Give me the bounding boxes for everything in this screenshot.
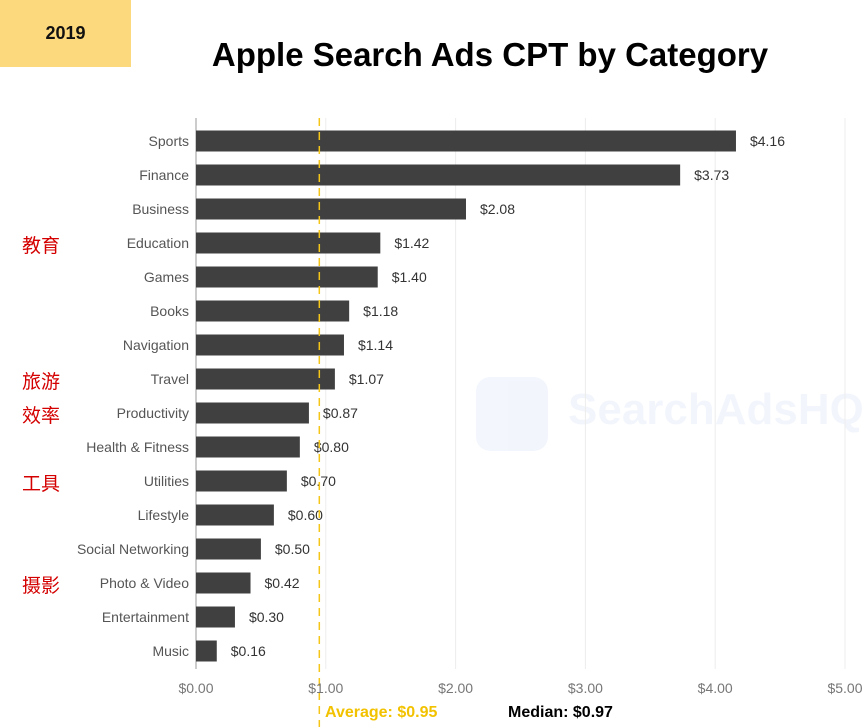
value-label: $1.14	[358, 337, 393, 353]
bar	[196, 641, 217, 662]
category-label: Social Networking	[77, 541, 189, 557]
bar	[196, 301, 349, 322]
x-tick-label: $5.00	[827, 680, 862, 696]
average-label: Average: $0.95	[325, 704, 437, 722]
bar	[196, 267, 378, 288]
bar	[196, 573, 251, 594]
bar	[196, 607, 235, 628]
bar	[196, 403, 309, 424]
bar	[196, 471, 287, 492]
category-label: Entertainment	[102, 609, 189, 625]
category-label: Navigation	[123, 337, 189, 353]
category-label: Games	[144, 269, 189, 285]
value-label: $0.60	[288, 507, 323, 523]
bar	[196, 369, 335, 390]
value-label: $0.70	[301, 473, 336, 489]
category-label: Sports	[149, 133, 189, 149]
x-tick-label: $4.00	[698, 680, 733, 696]
bar	[196, 131, 736, 152]
bar	[196, 199, 466, 220]
value-label: $1.42	[394, 235, 429, 251]
x-tick-label: $0.00	[178, 680, 213, 696]
value-label: $0.42	[265, 575, 300, 591]
value-label: $0.50	[275, 541, 310, 557]
bar	[196, 335, 344, 356]
value-label: $0.30	[249, 609, 284, 625]
bar	[196, 437, 300, 458]
x-tick-label: $1.00	[308, 680, 343, 696]
bar	[196, 165, 680, 186]
value-label: $0.16	[231, 643, 266, 659]
category-label: Productivity	[117, 405, 189, 421]
category-label: Business	[132, 201, 189, 217]
value-label: $2.08	[480, 201, 515, 217]
category-label: Photo & Video	[100, 575, 189, 591]
value-label: $4.16	[750, 133, 785, 149]
bar-chart: Sports $4.16 Finance $3.73 Business $2.08 Educ…	[0, 0, 864, 727]
value-label: $0.87	[323, 405, 358, 421]
value-label: $1.18	[363, 303, 398, 319]
category-label: Lifestyle	[138, 507, 190, 523]
x-tick-label: $3.00	[568, 680, 603, 696]
category-label: Finance	[139, 167, 189, 183]
category-label: Health & Fitness	[86, 439, 189, 455]
value-label: $1.07	[349, 371, 384, 387]
bar	[196, 539, 261, 560]
category-label: Travel	[151, 371, 189, 387]
category-label: Utilities	[144, 473, 189, 489]
category-label: Books	[150, 303, 189, 319]
bar	[196, 505, 274, 526]
median-label: Median: $0.97	[508, 704, 613, 722]
category-label: Music	[152, 643, 189, 659]
value-label: $1.40	[392, 269, 427, 285]
value-label: $3.73	[694, 167, 729, 183]
bar	[196, 233, 380, 254]
category-label: Education	[127, 235, 189, 251]
x-tick-label: $2.00	[438, 680, 473, 696]
